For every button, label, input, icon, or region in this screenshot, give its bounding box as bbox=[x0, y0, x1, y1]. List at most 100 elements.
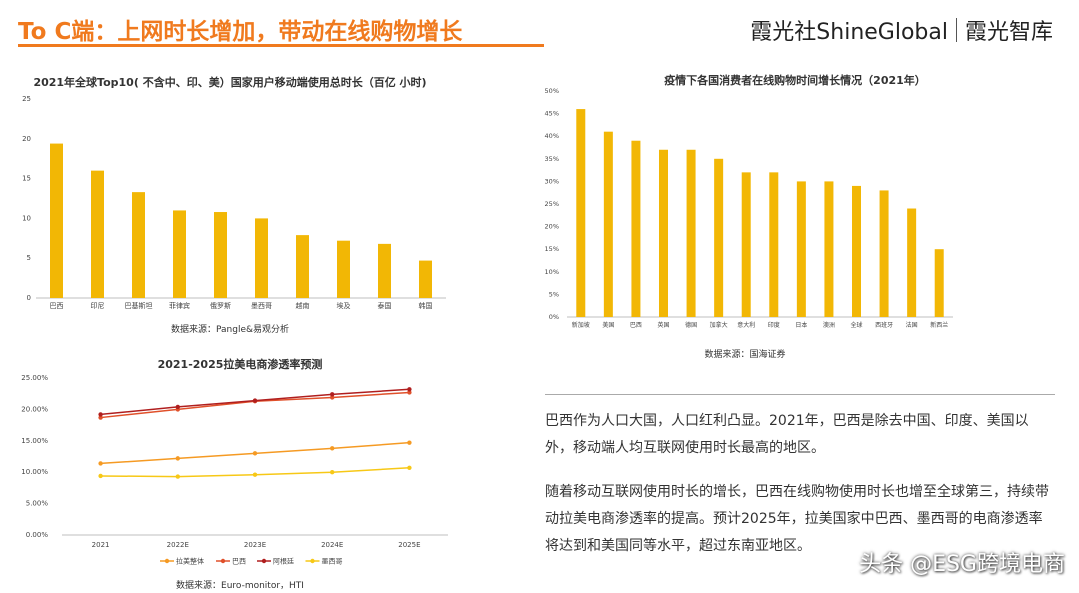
x-tick-label: 2022E bbox=[167, 541, 189, 549]
bar bbox=[576, 109, 586, 317]
bar bbox=[879, 190, 889, 317]
x-tick-label: 印尼 bbox=[91, 302, 105, 310]
y-tick-label: 0 bbox=[27, 294, 31, 302]
paragraph-1: 巴西作为人口大国，人口红利凸显。2021年，巴西是除去中国、印度、美国以外，移动… bbox=[545, 413, 1029, 456]
brand-logo: 霞光社ShineGlobal 霞光智库 bbox=[750, 14, 1053, 46]
x-tick-label: 泰国 bbox=[378, 301, 392, 310]
chart1-source: 数据来源：Pangle&易观分析 bbox=[170, 325, 289, 335]
x-tick-label: 巴西 bbox=[630, 322, 642, 329]
bar bbox=[378, 243, 391, 298]
x-tick-label: 加拿大 bbox=[710, 321, 728, 329]
y-tick-label: 10% bbox=[545, 268, 559, 276]
y-tick-label: 10 bbox=[22, 214, 31, 222]
brand-name-right: 霞光智库 bbox=[964, 20, 1053, 45]
data-point bbox=[330, 470, 335, 475]
bar bbox=[50, 143, 63, 298]
chart3-title: 2021-2025拉美电商渗透率预测 bbox=[157, 358, 323, 371]
y-tick-label: 20.00% bbox=[21, 405, 48, 413]
data-point bbox=[407, 390, 412, 395]
x-tick-label: 澳洲 bbox=[823, 321, 835, 329]
x-tick-label: 巴基斯坦 bbox=[125, 301, 153, 310]
y-tick-label: 15.00% bbox=[21, 437, 48, 445]
y-tick-label: 35% bbox=[545, 155, 559, 163]
legend-marker bbox=[310, 558, 315, 564]
data-point bbox=[252, 398, 258, 403]
y-tick-label: 5 bbox=[27, 254, 31, 262]
data-point bbox=[407, 440, 412, 445]
x-tick-label: 英国 bbox=[657, 321, 669, 329]
y-tick-label: 50% bbox=[545, 87, 559, 95]
bar bbox=[769, 172, 779, 317]
data-point bbox=[330, 446, 335, 451]
x-tick-label: 2021 bbox=[92, 541, 110, 549]
x-tick-label: 日本 bbox=[795, 321, 807, 329]
legend-marker bbox=[164, 558, 170, 564]
legend-label: 墨西哥 bbox=[322, 558, 343, 566]
x-tick-label: 意大利 bbox=[737, 321, 755, 329]
x-tick-label: 西班牙 bbox=[875, 321, 893, 329]
x-tick-label: 新加坡 bbox=[572, 321, 590, 329]
watermark: 头条 @ESG跨境电商 bbox=[859, 552, 1065, 577]
x-tick-label: 2024E bbox=[321, 541, 343, 549]
data-point bbox=[175, 456, 180, 461]
x-tick-label: 巴西 bbox=[50, 302, 64, 310]
bar bbox=[91, 170, 104, 298]
y-tick-label: 40% bbox=[545, 132, 559, 140]
data-point bbox=[330, 395, 335, 400]
y-tick-label: 20 bbox=[22, 135, 31, 143]
y-tick-label: 10.00% bbox=[21, 468, 48, 476]
legend-marker bbox=[261, 558, 267, 564]
chart3-source: 数据来源：Euro-monitor，HTI bbox=[176, 581, 304, 591]
y-tick-label: 0.00% bbox=[26, 531, 49, 539]
y-tick-label: 30% bbox=[545, 177, 559, 185]
chart2-source: 数据来源：国海证券 bbox=[704, 350, 786, 360]
section-divider bbox=[545, 394, 1055, 395]
bar bbox=[907, 208, 917, 317]
data-point bbox=[407, 387, 412, 392]
y-tick-label: 15% bbox=[545, 245, 559, 253]
x-tick-label: 2025E bbox=[398, 541, 420, 549]
bar bbox=[173, 210, 186, 298]
data-point bbox=[175, 474, 180, 479]
bar bbox=[296, 235, 309, 298]
y-tick-label: 25% bbox=[545, 200, 559, 208]
bar bbox=[934, 249, 944, 317]
bar bbox=[255, 218, 268, 298]
x-tick-label: 墨西哥 bbox=[251, 302, 272, 310]
chart1-title: 2021年全球Top10( 不含中、印、美）国家用户移动端使用总时长（百亿 小时… bbox=[33, 76, 427, 89]
bar bbox=[741, 172, 751, 317]
y-tick-label: 20% bbox=[545, 223, 559, 231]
y-tick-label: 15 bbox=[22, 175, 31, 183]
bar bbox=[603, 131, 613, 317]
data-point bbox=[98, 473, 103, 479]
y-tick-label: 25 bbox=[22, 95, 31, 103]
y-tick-label: 0% bbox=[549, 313, 559, 321]
y-tick-label: 5.00% bbox=[26, 500, 49, 508]
bar bbox=[631, 140, 641, 317]
x-tick-label: 菲律宾 bbox=[169, 301, 190, 310]
x-tick-label: 俄罗斯 bbox=[210, 301, 231, 310]
data-point bbox=[98, 461, 103, 466]
x-tick-label: 法国 bbox=[906, 321, 918, 329]
data-point bbox=[330, 392, 335, 397]
brand-separator bbox=[955, 18, 957, 42]
legend-label: 阿根廷 bbox=[273, 557, 294, 566]
data-point bbox=[175, 404, 180, 410]
legend-label: 巴西 bbox=[232, 558, 246, 566]
series-line bbox=[100, 391, 410, 419]
chart3-plot: 0.00% 5.00% 10.00% 15.00% 20.00% 25.00% 2021 20… bbox=[21, 374, 448, 566]
x-tick-label: 德国 bbox=[685, 321, 697, 329]
page-title: To C端：上网时长增加，带动在线购物增长 bbox=[18, 19, 463, 45]
chart2-plot: 0% 5% 10% 15% 20% 25% 30% 35% 40% 45% 50% 新加坡 美国 巴西 英国… bbox=[545, 87, 953, 329]
bar bbox=[824, 181, 834, 317]
x-tick-label: 埃及 bbox=[337, 301, 351, 310]
bar bbox=[686, 149, 696, 317]
chart2-title: 疫情下各国消费者在线购物时间增长情况（2021年） bbox=[664, 74, 926, 87]
data-point bbox=[252, 472, 258, 477]
x-tick-label: 全球 bbox=[850, 321, 862, 329]
y-tick-label: 25.00% bbox=[21, 374, 48, 382]
x-tick-label: 新西兰 bbox=[930, 321, 948, 329]
data-point bbox=[98, 412, 103, 417]
y-tick-label: 5% bbox=[549, 290, 559, 298]
data-point bbox=[98, 415, 103, 420]
